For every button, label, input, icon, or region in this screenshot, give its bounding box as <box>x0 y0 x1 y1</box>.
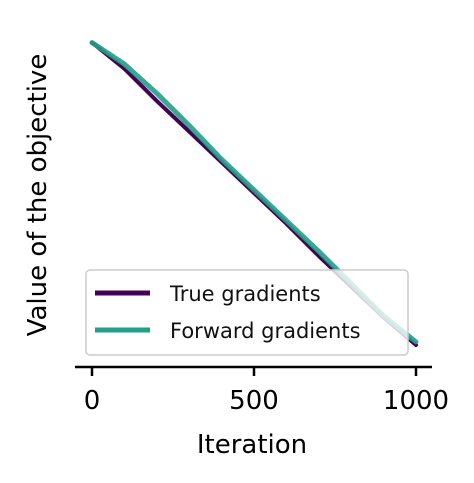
legend-box <box>85 269 409 356</box>
legend-label-forward-gradients: Forward gradients <box>170 319 361 343</box>
x-tick-label: 0 <box>84 386 101 416</box>
x-ticks: 0 500 1000 <box>84 367 449 416</box>
x-tick-label: 1000 <box>383 386 449 416</box>
x-axis-label: Iteration <box>197 430 307 460</box>
y-axis-label: Value of the objective <box>23 54 53 337</box>
legend-label-true-gradients: True gradients <box>169 282 321 306</box>
x-tick-label: 500 <box>229 386 279 416</box>
